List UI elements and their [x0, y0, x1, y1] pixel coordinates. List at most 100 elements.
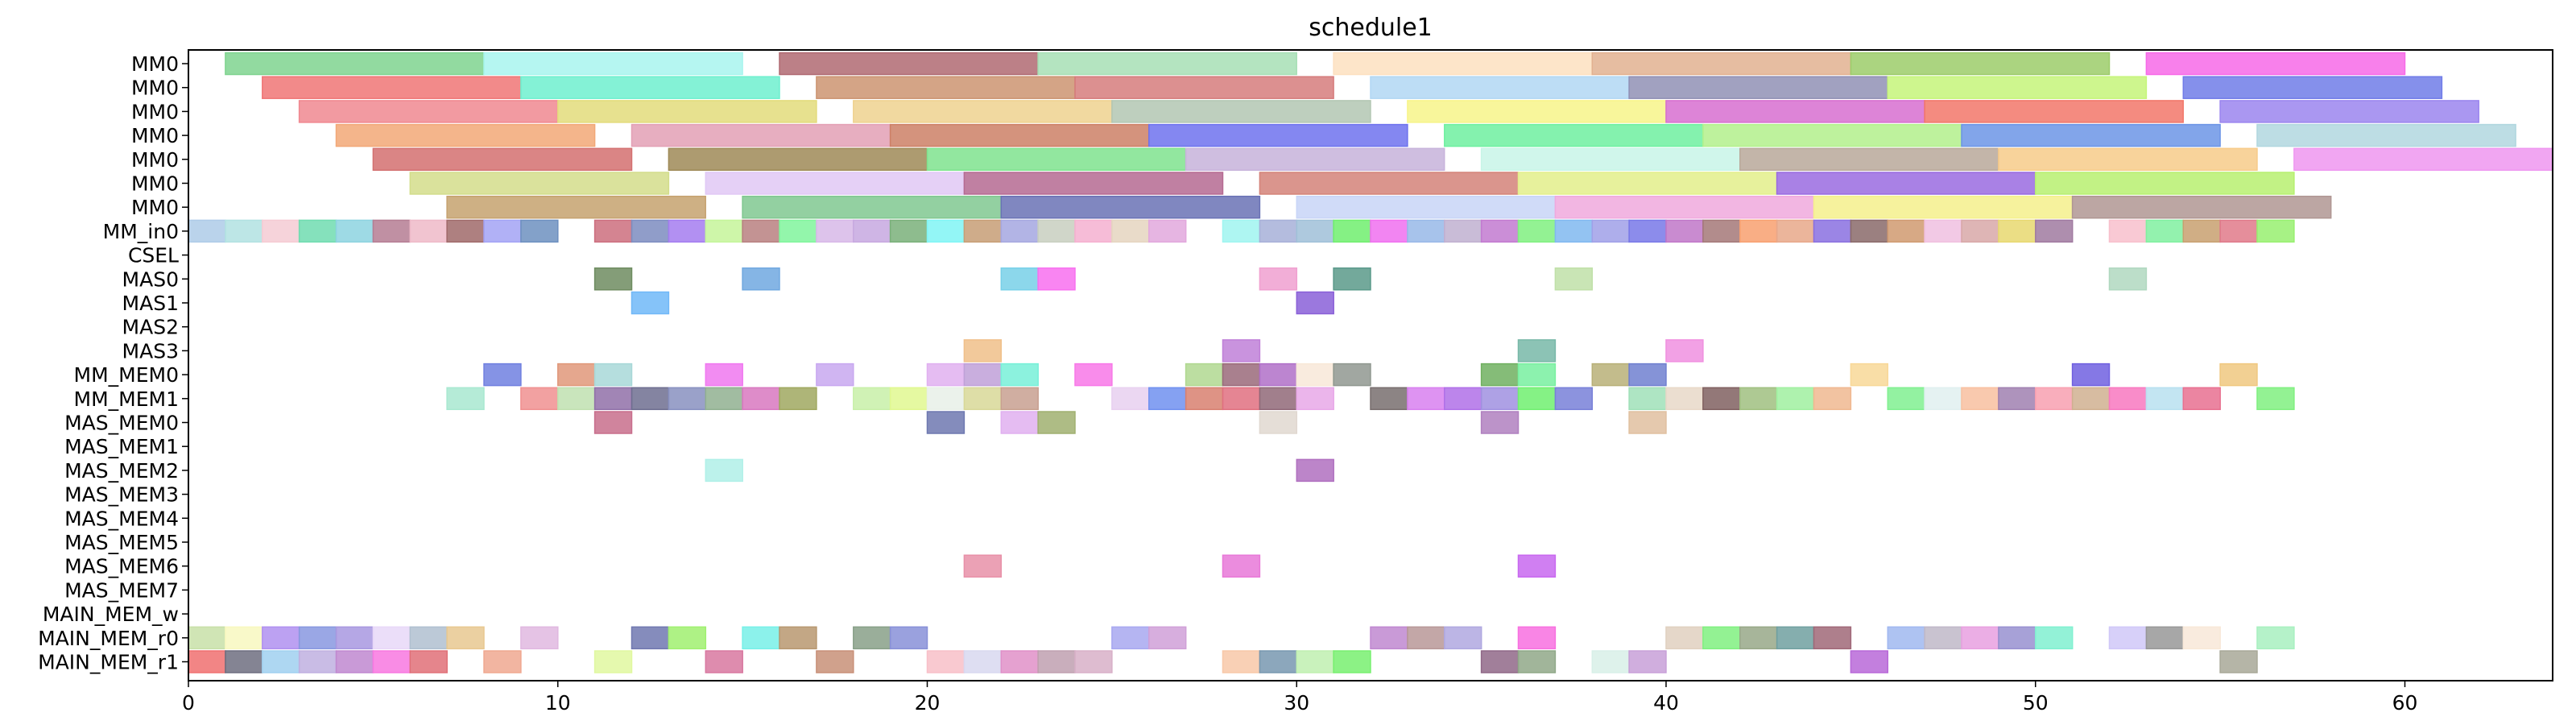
- y-tick-label: MAIN_MEM_r0: [38, 627, 179, 650]
- chart-title: schedule1: [1309, 14, 1433, 42]
- task-bar-47: [447, 197, 705, 218]
- y-axis: MM0MM0MM0MM0MM0MM0MM0MM_in0CSELMAS0MAS1M…: [38, 52, 188, 674]
- task-bar-170: [1666, 387, 1703, 409]
- task-bar-237: [373, 651, 410, 673]
- task-bar-26: [891, 125, 1149, 147]
- task-bar-131: [1186, 364, 1223, 386]
- task-bar-16: [300, 101, 558, 122]
- task-bar-53: [2073, 197, 2331, 218]
- task-bar-65: [632, 220, 669, 242]
- x-tick-label: 60: [2392, 691, 2418, 715]
- task-bar-171: [1703, 387, 1740, 409]
- task-bar-28: [1445, 125, 1703, 147]
- task-bar-203: [410, 627, 447, 648]
- task-bar-71: [854, 220, 891, 242]
- y-tick-label: MAIN_MEM_w: [43, 603, 179, 626]
- task-bar-154: [928, 387, 965, 409]
- y-tick-label: MAS_MEM3: [64, 483, 179, 507]
- task-bar-94: [1740, 220, 1777, 242]
- task-bar-109: [742, 268, 779, 290]
- task-bar-104: [2146, 220, 2183, 242]
- task-bar-48: [742, 197, 1001, 218]
- task-bar-255: [1629, 651, 1666, 673]
- task-bar-13: [1629, 77, 1888, 98]
- task-bar-150: [742, 387, 779, 409]
- task-bar-192: [705, 459, 742, 481]
- task-bar-1: [484, 53, 742, 75]
- task-bar-111: [1038, 268, 1075, 290]
- task-bar-41: [705, 172, 964, 194]
- y-tick-label: MAS_MEM2: [64, 459, 179, 483]
- task-bar-60: [410, 220, 447, 242]
- task-bar-195: [1223, 555, 1260, 577]
- task-bar-38: [1999, 148, 2257, 170]
- task-bar-174: [1814, 387, 1851, 409]
- task-bar-155: [964, 387, 1001, 409]
- y-tick-label: MM_MEM1: [74, 387, 179, 411]
- task-bar-82: [1296, 220, 1333, 242]
- y-tick-label: MAS_MEM5: [64, 531, 179, 554]
- task-bar-123: [558, 364, 595, 386]
- task-bar-158: [1149, 387, 1186, 409]
- task-bar-157: [1112, 387, 1149, 409]
- task-bar-161: [1259, 387, 1296, 409]
- task-bar-107: [2257, 220, 2294, 242]
- task-bar-176: [1925, 387, 1962, 409]
- task-bar-194: [964, 555, 1001, 577]
- task-bar-136: [1482, 364, 1519, 386]
- task-bar-156: [1001, 387, 1038, 409]
- task-bar-242: [817, 651, 854, 673]
- task-bar-36: [1482, 148, 1740, 170]
- task-bar-72: [891, 220, 928, 242]
- task-bar-27: [1149, 125, 1408, 147]
- task-bar-141: [2073, 364, 2110, 386]
- task-bar-34: [928, 148, 1186, 170]
- task-bar-232: [188, 651, 225, 673]
- task-bar-43: [1259, 172, 1518, 194]
- task-bar-228: [2110, 627, 2147, 648]
- task-bar-218: [1666, 627, 1703, 648]
- task-bar-234: [263, 651, 300, 673]
- task-bar-51: [1555, 197, 1813, 218]
- task-bar-87: [1482, 220, 1519, 242]
- task-bar-133: [1259, 364, 1296, 386]
- y-tick-label: MM0: [131, 52, 179, 76]
- task-bar-17: [558, 101, 817, 122]
- task-bar-160: [1223, 387, 1260, 409]
- task-bar-100: [1962, 220, 1999, 242]
- x-axis: 0 10 20 30 40 50 60: [182, 681, 2417, 715]
- task-bar-219: [1703, 627, 1740, 648]
- task-bar-88: [1519, 220, 1556, 242]
- task-bar-119: [1223, 340, 1260, 362]
- task-bar-8: [263, 77, 521, 98]
- task-bar-252: [1482, 651, 1519, 673]
- task-bar-122: [484, 364, 521, 386]
- task-bar-91: [1629, 220, 1666, 242]
- y-tick-label: MAS1: [122, 292, 179, 315]
- task-bar-67: [705, 220, 742, 242]
- task-bar-181: [2110, 387, 2147, 409]
- task-bar-118: [964, 340, 1001, 362]
- task-bar-224: [1925, 627, 1962, 648]
- task-bar-168: [1555, 387, 1592, 409]
- task-bar-42: [964, 172, 1222, 194]
- task-bar-208: [742, 627, 779, 648]
- task-bar-153: [891, 387, 928, 409]
- task-bar-62: [484, 220, 521, 242]
- task-bar-147: [632, 387, 669, 409]
- task-bar-163: [1371, 387, 1408, 409]
- task-bar-231: [2257, 627, 2294, 648]
- task-bar-73: [928, 220, 965, 242]
- task-bar-193: [1296, 459, 1333, 481]
- task-bar-235: [300, 651, 337, 673]
- task-bar-152: [854, 387, 891, 409]
- task-bar-212: [1112, 627, 1149, 648]
- task-bar-102: [2036, 220, 2073, 242]
- task-bar-254: [1592, 651, 1629, 673]
- task-bar-236: [337, 651, 374, 673]
- task-bar-32: [373, 148, 631, 170]
- task-bar-84: [1371, 220, 1408, 242]
- task-bar-75: [1001, 220, 1038, 242]
- task-bar-95: [1777, 220, 1814, 242]
